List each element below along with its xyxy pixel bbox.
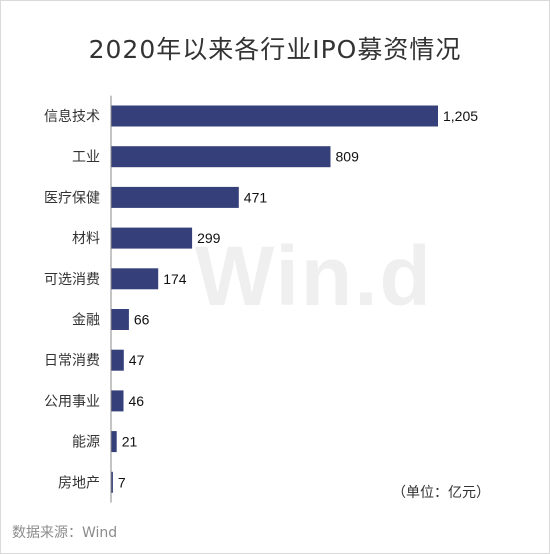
bar-4 <box>111 268 159 290</box>
value-label-0: 1,205 <box>443 108 478 124</box>
bar-5 <box>111 309 129 330</box>
value-label-8: 21 <box>122 434 138 450</box>
unit-note: （单位：亿元） <box>392 485 490 501</box>
category-label-9: 房地产 <box>58 475 100 491</box>
category-label-7: 公用事业 <box>44 394 100 410</box>
bars-group <box>111 105 438 493</box>
category-label-0: 信息技术 <box>44 108 100 125</box>
category-label-1: 工业 <box>72 150 100 166</box>
value-label-6: 47 <box>129 352 145 368</box>
category-label-4: 可选消费 <box>44 272 100 288</box>
bar-7 <box>111 390 124 412</box>
category-label-5: 金融 <box>72 313 100 329</box>
bar-6 <box>111 349 124 371</box>
value-label-7: 46 <box>129 393 145 409</box>
category-label-2: 医疗保健 <box>44 190 100 206</box>
category-label-8: 能源 <box>72 435 100 451</box>
bar-8 <box>111 431 117 453</box>
bar-9 <box>111 471 113 493</box>
bar-0 <box>111 105 438 127</box>
value-label-9: 7 <box>118 474 126 490</box>
value-label-4: 174 <box>163 271 187 287</box>
bar-3 <box>111 227 193 249</box>
category-label-3: 材料 <box>72 231 100 247</box>
value-label-2: 471 <box>244 189 268 205</box>
chart-title: 2020年以来各行业IPO募资情况 <box>88 35 462 64</box>
value-label-5: 66 <box>134 312 150 328</box>
bar-1 <box>111 146 331 168</box>
bar-2 <box>111 186 239 208</box>
source-note: 数据来源：Wind <box>12 525 118 541</box>
value-labels-group: 1,205 809 471 299 174 66 47 46 21 7 <box>118 108 478 490</box>
wind-watermark: Win.d <box>195 229 433 323</box>
category-label-6: 日常消费 <box>44 353 100 369</box>
value-label-3: 299 <box>197 230 221 246</box>
value-label-1: 809 <box>336 149 360 165</box>
